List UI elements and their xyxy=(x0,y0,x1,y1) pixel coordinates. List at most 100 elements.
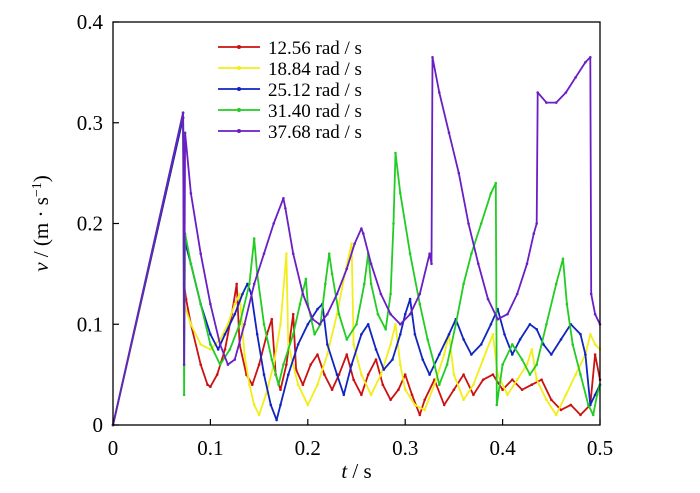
data-point xyxy=(342,393,346,397)
data-point xyxy=(535,222,538,225)
data-point xyxy=(374,358,378,361)
data-point xyxy=(593,312,597,316)
data-point xyxy=(306,323,310,326)
data-point xyxy=(282,363,285,366)
data-point xyxy=(360,227,363,230)
data-point xyxy=(189,262,193,266)
data-point xyxy=(350,363,353,366)
x-axis-ticks: 0 0.1 0.2 0.3 0.4 0.5 xyxy=(108,419,613,460)
data-point xyxy=(496,317,500,321)
data-point xyxy=(511,343,514,346)
data-point xyxy=(345,267,349,271)
data-point xyxy=(366,323,370,326)
legend-label: 25.12 rad / s xyxy=(268,80,362,101)
data-point xyxy=(326,312,329,316)
data-point xyxy=(403,388,407,392)
data-point xyxy=(246,282,249,286)
data-point xyxy=(454,323,458,326)
data-point xyxy=(277,383,280,387)
data-point xyxy=(366,373,370,376)
data-point xyxy=(438,91,441,94)
legend-marker xyxy=(237,66,241,70)
data-point xyxy=(285,252,288,255)
data-point xyxy=(345,353,349,356)
data-point xyxy=(520,358,524,361)
data-point xyxy=(327,252,331,255)
data-point xyxy=(494,181,498,185)
data-point xyxy=(183,131,187,135)
data-point xyxy=(291,312,295,316)
data-point xyxy=(363,282,366,286)
series-line-1 xyxy=(112,116,601,426)
data-point xyxy=(337,312,341,316)
data-point xyxy=(252,403,256,407)
data-point xyxy=(467,222,470,225)
data-point xyxy=(421,358,425,361)
data-point xyxy=(382,368,386,371)
data-point xyxy=(223,348,227,351)
y-axis-ticks: 0 0.1 0.2 0.3 0.4 xyxy=(77,10,119,437)
legend-marker xyxy=(237,129,241,133)
data-point xyxy=(397,388,400,392)
x-tick-label: 0.2 xyxy=(295,436,321,460)
x-tick-label: 0.3 xyxy=(392,436,418,460)
data-point xyxy=(264,393,268,397)
data-point xyxy=(311,317,315,321)
data-point xyxy=(199,302,202,306)
x-axis-var: t xyxy=(341,459,348,483)
legend-marker xyxy=(237,45,241,49)
data-point xyxy=(369,393,373,397)
data-point xyxy=(559,408,563,412)
data-point xyxy=(379,373,383,376)
data-point xyxy=(262,373,266,376)
data-point xyxy=(248,282,251,286)
data-point xyxy=(275,418,278,422)
data-point xyxy=(565,302,569,306)
data-point xyxy=(391,358,394,361)
data-point xyxy=(330,388,334,392)
data-point xyxy=(215,373,219,376)
data-point xyxy=(579,373,582,376)
legend-marker xyxy=(237,87,241,91)
data-point xyxy=(550,353,553,356)
data-point xyxy=(545,323,548,326)
data-point xyxy=(309,363,313,366)
data-point xyxy=(545,398,548,402)
data-point xyxy=(564,91,568,94)
data-point xyxy=(316,383,319,387)
data-point xyxy=(238,323,241,326)
data-point xyxy=(389,343,392,346)
data-point xyxy=(301,383,305,387)
data-point xyxy=(199,343,202,346)
data-point xyxy=(218,363,222,366)
plot-series-group xyxy=(111,56,602,427)
y-tick-label: 0.4 xyxy=(77,10,104,34)
data-point xyxy=(257,413,261,417)
data-point xyxy=(535,378,538,382)
y-tick-label: 0.3 xyxy=(77,111,103,135)
data-point xyxy=(532,232,536,235)
data-point xyxy=(279,403,282,407)
data-point xyxy=(350,242,353,245)
series-line-2 xyxy=(112,116,601,426)
data-point xyxy=(218,343,222,346)
data-point xyxy=(394,151,397,155)
data-point xyxy=(233,358,237,361)
data-point xyxy=(287,373,290,376)
data-point xyxy=(209,302,212,306)
legend-label: 31.40 rad / s xyxy=(268,101,362,122)
data-point xyxy=(323,373,326,376)
legend-label: 37.68 rad / s xyxy=(268,122,362,143)
data-point xyxy=(511,353,514,356)
data-point xyxy=(431,56,434,59)
data-point xyxy=(442,353,446,356)
data-point xyxy=(503,333,506,336)
series-line-4 xyxy=(112,111,601,426)
data-point xyxy=(528,373,532,376)
data-point xyxy=(399,333,402,336)
x-axis-sep: / xyxy=(347,459,363,483)
data-point xyxy=(535,363,538,366)
data-point xyxy=(226,363,230,366)
data-point xyxy=(418,302,422,306)
